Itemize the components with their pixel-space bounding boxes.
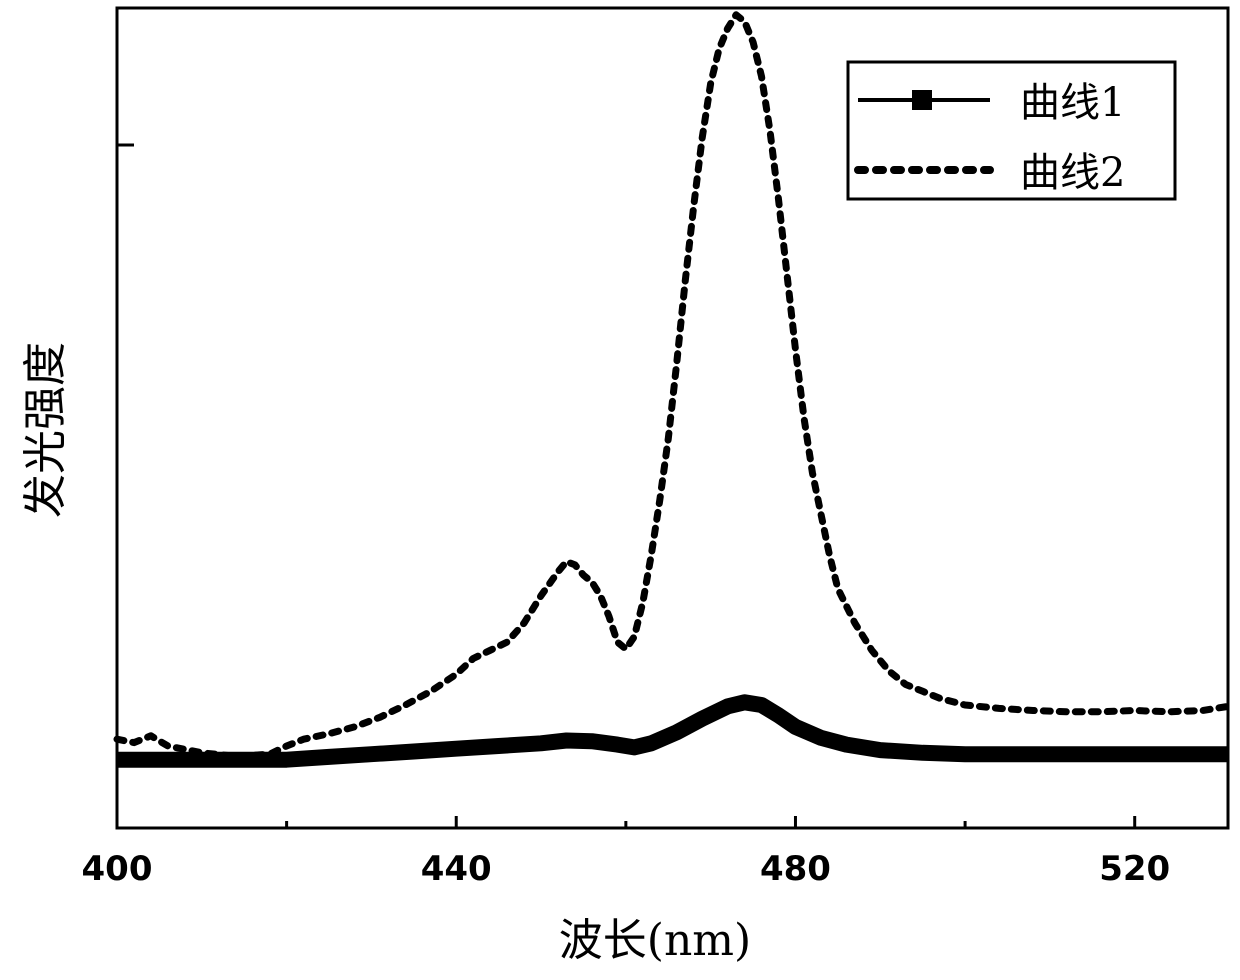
- x-axis-ticks: [117, 816, 1135, 828]
- legend-label-series-2: 曲线2: [1020, 150, 1125, 196]
- legend-label-series-1: 曲线1: [1020, 80, 1125, 126]
- x-tick-label: 520: [1099, 849, 1170, 889]
- y-axis-title: 发光强度: [20, 342, 71, 518]
- x-tick-label: 480: [760, 849, 831, 889]
- legend: 曲线1 曲线2: [848, 62, 1175, 199]
- legend-marker-series-1: [912, 90, 932, 110]
- legend-box: [848, 62, 1175, 199]
- x-axis-title: 波长(nm): [559, 915, 751, 966]
- x-tick-label: 400: [82, 849, 153, 889]
- x-tick-label: 440: [421, 849, 492, 889]
- x-axis-tick-labels: 400 440 480 520: [82, 849, 1171, 889]
